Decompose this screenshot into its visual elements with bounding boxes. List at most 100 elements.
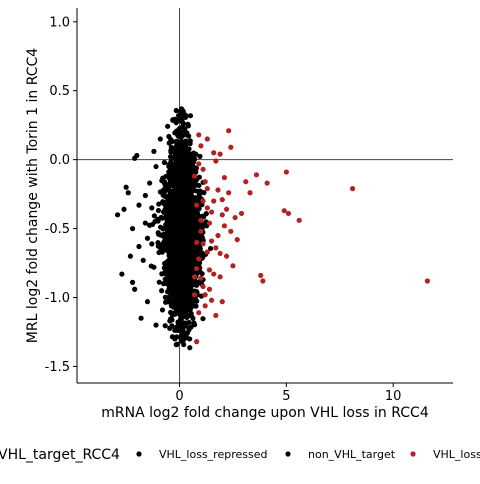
point-vhl-loss-repressed [147, 180, 153, 186]
point-non-vhl-target [173, 161, 179, 167]
point-vhl-loss-induced [219, 197, 225, 203]
point-non-vhl-target [179, 308, 186, 314]
point-vhl-loss-induced [206, 286, 213, 292]
point-non-vhl-target [167, 194, 174, 200]
point-non-vhl-target [167, 234, 174, 240]
point-non-vhl-target [203, 211, 209, 217]
point-non-vhl-target [183, 209, 189, 215]
point-vhl-loss-induced [208, 238, 215, 244]
point-non-vhl-target [149, 241, 155, 247]
point-vhl-loss-induced [296, 217, 302, 223]
legend: VHL_target_RCC4 VHL_loss_repressed non_VH… [0, 447, 480, 463]
point-non-vhl-target [159, 271, 165, 277]
point-non-vhl-target [156, 201, 162, 207]
point-vhl-loss-repressed [125, 190, 131, 196]
point-non-vhl-target [191, 320, 197, 326]
point-non-vhl-target [181, 281, 187, 287]
point-non-vhl-target [179, 181, 185, 187]
point-non-vhl-target [170, 117, 176, 123]
point-non-vhl-target [168, 275, 174, 282]
point-vhl-loss-induced [219, 212, 225, 218]
point-vhl-loss-induced [204, 186, 210, 192]
point-non-vhl-target [177, 236, 183, 242]
point-vhl-loss-repressed [142, 192, 148, 199]
point-vhl-loss-repressed [144, 299, 151, 305]
point-non-vhl-target [176, 126, 182, 132]
point-vhl-loss-repressed [136, 243, 142, 250]
point-non-vhl-target [163, 237, 169, 243]
point-non-vhl-target [156, 279, 162, 285]
point-vhl-loss-repressed [153, 322, 159, 328]
point-non-vhl-target [162, 260, 168, 267]
x-tick-label: 0 [175, 389, 183, 404]
point-non-vhl-target [176, 325, 182, 332]
point-vhl-loss-induced [217, 151, 223, 157]
point-non-vhl-target [207, 245, 214, 252]
point-non-vhl-target [175, 176, 181, 183]
x-axis-title: mRNA log2 fold change upon VHL loss in R… [101, 405, 429, 421]
point-vhl-loss-induced [213, 312, 219, 319]
point-non-vhl-target [178, 316, 184, 323]
point-non-vhl-target [175, 221, 182, 228]
point-non-vhl-target [183, 202, 189, 208]
point-vhl-loss-induced [196, 310, 202, 316]
point-vhl-loss-induced [253, 172, 260, 178]
point-non-vhl-target [184, 245, 190, 251]
point-non-vhl-target [168, 309, 174, 315]
point-vhl-loss-induced [349, 186, 356, 192]
point-vhl-loss-induced [198, 228, 204, 234]
point-vhl-loss-induced [232, 214, 238, 221]
point-vhl-loss-induced [211, 271, 217, 277]
point-non-vhl-target [171, 179, 177, 185]
point-non-vhl-target [187, 153, 193, 159]
y-tick-label: -0.5 [45, 222, 70, 237]
point-vhl-loss-repressed [151, 148, 157, 154]
point-vhl-loss-induced [226, 190, 232, 196]
point-non-vhl-target [180, 270, 186, 276]
point-non-vhl-target [179, 228, 185, 234]
point-non-vhl-target [176, 202, 182, 208]
point-vhl-loss-repressed [121, 206, 127, 212]
point-non-vhl-target [192, 222, 198, 228]
point-vhl-loss-repressed [138, 315, 144, 321]
point-non-vhl-target [161, 200, 167, 206]
point-non-vhl-target [183, 251, 190, 257]
point-non-vhl-target [188, 213, 194, 220]
point-non-vhl-target [169, 334, 176, 340]
point-non-vhl-target [159, 288, 165, 294]
point-vhl-loss-induced [194, 239, 200, 245]
axes [76, 8, 453, 384]
point-non-vhl-target [181, 222, 187, 228]
point-vhl-loss-repressed [123, 184, 129, 190]
point-vhl-loss-induced [230, 263, 236, 269]
point-vhl-loss-induced [285, 210, 292, 217]
point-non-vhl-target [175, 303, 182, 309]
point-vhl-loss-induced [194, 265, 200, 272]
point-non-vhl-target [168, 168, 174, 175]
point-vhl-loss-repressed [129, 225, 136, 232]
y-axis-ticks: 1.0 0.5 0.0 -0.5 -1.0 -1.5 [45, 15, 77, 375]
point-vhl-loss-induced [219, 299, 225, 305]
point-vhl-loss-induced [196, 132, 202, 138]
point-vhl-loss-induced [204, 205, 210, 211]
point-vhl-loss-induced [283, 169, 289, 175]
y-axis-title: MRL log2 fold change with Torin 1 in RCC… [25, 48, 41, 343]
point-non-vhl-target [189, 195, 196, 201]
point-non-vhl-target [150, 221, 156, 227]
point-vhl-loss-repressed [157, 136, 163, 142]
legend-label: VHL_loss_induced [433, 448, 480, 461]
point-vhl-loss-repressed [127, 253, 134, 259]
point-vhl-loss-induced [191, 274, 198, 280]
point-vhl-loss-induced [424, 278, 430, 284]
point-vhl-loss-induced [215, 187, 221, 193]
point-non-vhl-target [173, 107, 179, 114]
point-non-vhl-target [199, 271, 205, 277]
legend-title: VHL_target_RCC4 [0, 447, 120, 463]
point-vhl-loss-repressed [151, 264, 157, 270]
point-non-vhl-target [171, 222, 178, 228]
point-vhl-loss-repressed [144, 235, 151, 241]
point-vhl-loss-repressed [129, 279, 136, 285]
point-non-vhl-target [155, 207, 162, 214]
point-non-vhl-target [167, 154, 174, 160]
